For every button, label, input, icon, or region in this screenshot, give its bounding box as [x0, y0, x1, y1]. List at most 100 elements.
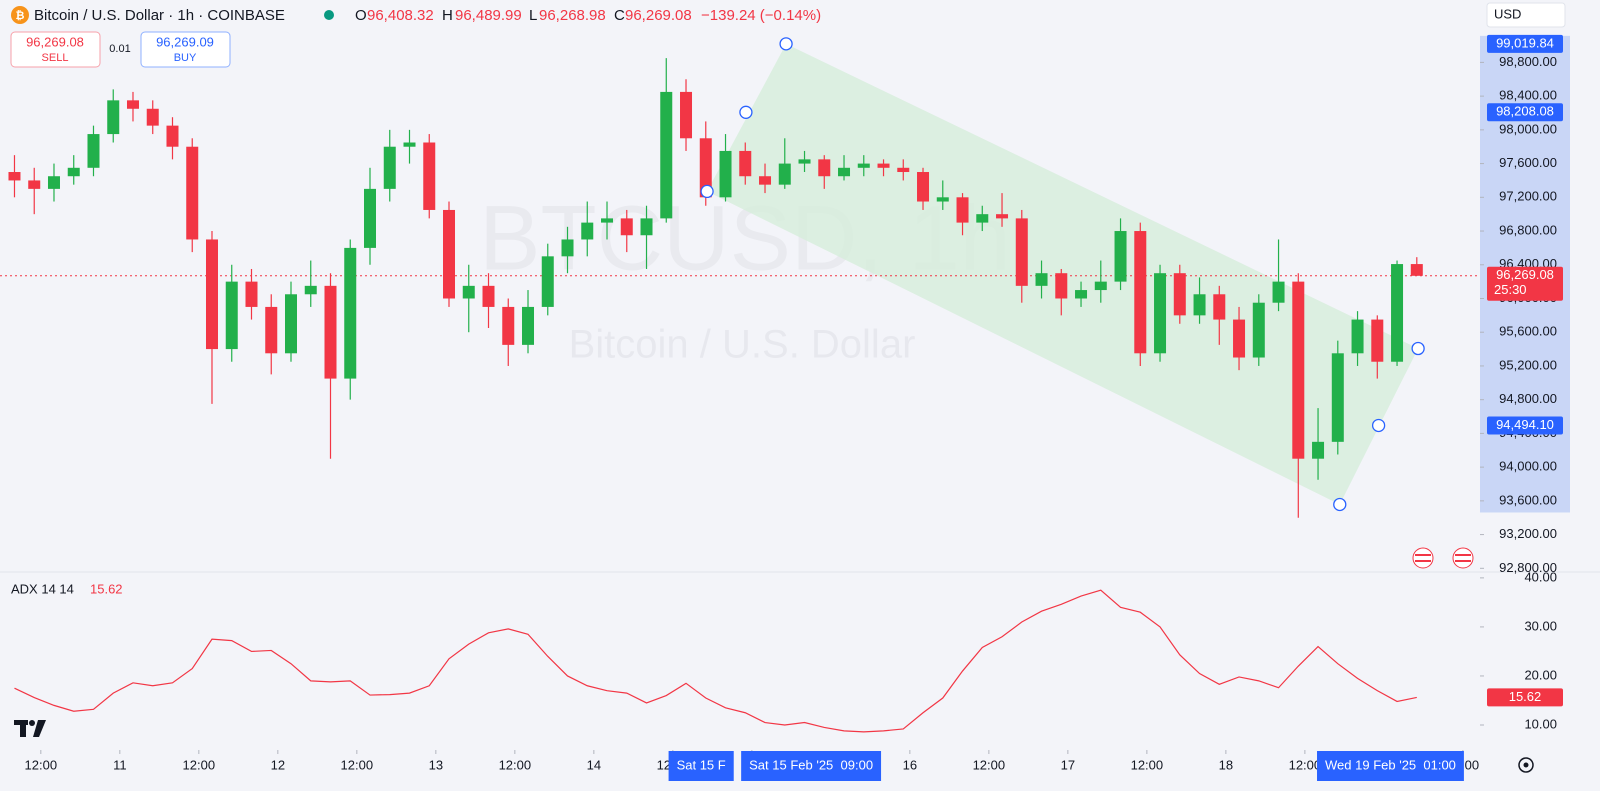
candle-body: [462, 285, 475, 299]
candle-body: [719, 150, 732, 198]
symbol-title[interactable]: Bitcoin / U.S. Dollar · 1h · COINBASE: [34, 7, 285, 24]
y-tick-label: 93,600.00: [1499, 492, 1557, 507]
candle-body: [47, 176, 60, 189]
candle-body: [1035, 273, 1048, 286]
y-tick-label: 97,200.00: [1499, 189, 1557, 204]
candle-body: [28, 180, 41, 189]
y-tick-label: 98,000.00: [1499, 121, 1557, 136]
settings-dot: [1523, 762, 1529, 768]
candle-body: [383, 146, 396, 189]
candle-body: [1154, 273, 1167, 354]
candle-body: [225, 281, 238, 350]
candle-body: [1351, 319, 1364, 354]
logo-part: [29, 720, 35, 726]
spread: 0.01: [109, 43, 130, 55]
buy-label: BUY: [174, 52, 197, 64]
candle-body: [739, 150, 752, 177]
candle-body: [699, 138, 712, 198]
x-tick-label: 16: [903, 757, 917, 772]
candle-body: [1114, 231, 1127, 282]
price-pane: BTCUSD, 1h Bitcoin / U.S. Dollar: [0, 37, 1480, 518]
last-value-box: [1487, 688, 1563, 707]
settings-button[interactable]: [1518, 757, 1534, 773]
events[interactable]: [1412, 547, 1474, 569]
y-tick-label: 96,800.00: [1499, 222, 1557, 237]
y-tick-label: 97,600.00: [1499, 155, 1557, 170]
candle-body: [146, 108, 159, 126]
candle-body: [640, 218, 653, 236]
candle-body: [877, 163, 890, 168]
candle-body: [304, 285, 317, 295]
candle-body: [996, 214, 1009, 219]
candle-body: [798, 159, 811, 164]
event-flag[interactable]: [1452, 547, 1474, 569]
candle-body: [265, 306, 278, 354]
candle-body: [1193, 294, 1206, 316]
channel-handle: [1371, 418, 1386, 433]
candle-body: [541, 256, 554, 307]
candle-body: [107, 100, 120, 135]
time-label: Sat 15 Feb '25 09:00: [749, 757, 873, 772]
candle-body: [897, 167, 910, 173]
tv-logo[interactable]: [14, 720, 46, 737]
sell-button[interactable]: [10, 31, 101, 68]
candle-body: [976, 214, 989, 223]
candle-body: [601, 218, 614, 223]
market-status: [324, 10, 334, 20]
candle-body: [778, 163, 791, 185]
candle-body: [1292, 281, 1305, 459]
x-tick-label: 13: [429, 757, 443, 772]
candle-body: [364, 188, 376, 248]
candle-body: [1331, 353, 1344, 442]
candle-body: [680, 91, 693, 139]
candle-body: [186, 146, 199, 240]
ohlc-key: O: [355, 7, 367, 24]
candle-body: [502, 306, 515, 345]
candle-body: [284, 294, 297, 354]
candle-body: [857, 163, 870, 168]
candle-body: [245, 281, 258, 307]
ohlc-value: 96,408.32: [367, 7, 434, 24]
currency-select[interactable]: [1486, 2, 1566, 28]
candle-body: [403, 142, 416, 147]
price-label-box: [1487, 34, 1563, 53]
candle-body: [344, 247, 357, 379]
price-change: −139.24 (−0.14%): [701, 7, 821, 24]
candle-body: [1252, 302, 1265, 358]
x-tick-label: 14: [587, 757, 601, 772]
last-value-label: 15.62: [1509, 689, 1542, 704]
x-tick-label: 12:00: [25, 757, 58, 772]
candle-body: [1233, 319, 1246, 358]
y-tick-label: 40.00: [1524, 569, 1557, 584]
candle-body: [443, 209, 456, 299]
candle-body: [1410, 264, 1423, 276]
candle-body: [1094, 281, 1107, 291]
last-price-label: 96,269.08: [1496, 267, 1554, 282]
x-tick-label: 12:00: [973, 757, 1006, 772]
y-tick-label: 94,800.00: [1499, 391, 1557, 406]
candle-body: [67, 167, 80, 177]
y-tick-label: 20.00: [1524, 667, 1557, 682]
x-tick-label: 18: [1219, 757, 1233, 772]
adx-line: [14, 589, 1417, 733]
x-tick-label: 17: [1061, 757, 1075, 772]
bar-countdown: 25:30: [1494, 282, 1527, 297]
candle-body: [759, 176, 772, 185]
y-tick-label: 95,600.00: [1499, 324, 1557, 339]
event-flag[interactable]: [1412, 547, 1434, 569]
candle-body: [482, 285, 495, 307]
candle-body: [620, 218, 633, 236]
indicator-name: ADX 14 14: [11, 581, 74, 596]
btc-icon: [11, 6, 29, 24]
candle-body: [1272, 281, 1285, 303]
candle-body: [936, 197, 949, 202]
candle-body: [87, 134, 100, 168]
price-label: 94,494.10: [1496, 417, 1554, 432]
candle-body: [581, 222, 594, 240]
ohlc-key: C: [614, 7, 625, 24]
x-tick-label: 12:00: [341, 757, 374, 772]
currency: USD: [1494, 6, 1521, 21]
buy-button[interactable]: [140, 31, 231, 68]
watermark-name: Bitcoin / U.S. Dollar: [569, 323, 916, 367]
channel-handle: [779, 37, 793, 51]
